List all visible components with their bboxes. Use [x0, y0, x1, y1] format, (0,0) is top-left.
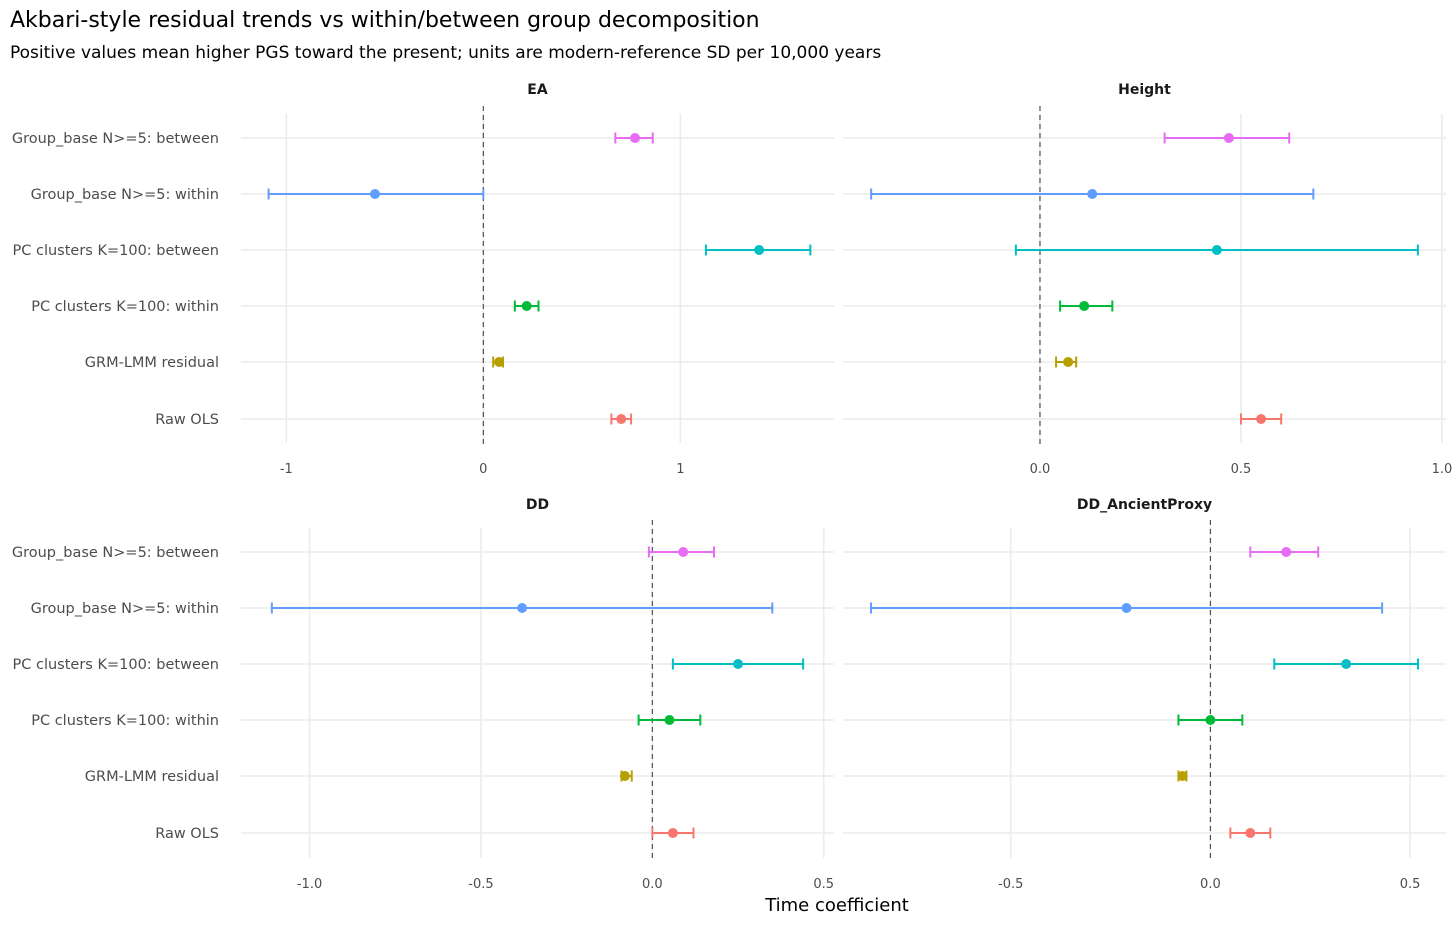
estimate-point — [630, 133, 641, 143]
series-pc-clusters-k-100-within — [513, 300, 540, 312]
series-group-base-n-5-within — [869, 602, 1384, 614]
y-tick-label: PC clusters K=100: within — [31, 299, 219, 315]
series-group-base-n-5-within — [870, 188, 1315, 200]
y-tick-label: Group_base N>=5: between — [12, 131, 219, 147]
series-group-base-n-5-between — [647, 546, 716, 558]
series-group-base-n-5-between — [1249, 546, 1320, 558]
y-tick-label: Group_base N>=5: within — [31, 601, 219, 617]
estimate-point — [1063, 357, 1074, 367]
estimate-point — [1079, 301, 1090, 311]
chart-title: Akbari-style residual trends vs within/b… — [10, 8, 760, 33]
estimate-point — [1177, 771, 1188, 781]
estimate-point — [733, 659, 744, 669]
y-tick-label: PC clusters K=100: between — [13, 657, 219, 673]
x-tick-label: 0.5 — [1400, 877, 1421, 892]
y-tick-label: GRM-LMM residual — [85, 355, 219, 371]
panel-title: DD_AncientProxy — [1077, 497, 1212, 513]
series-raw-ols — [1229, 827, 1272, 839]
series-grm-lmm-residual — [492, 356, 505, 368]
estimate-point — [616, 414, 627, 424]
y-tick-label: GRM-LMM residual — [85, 769, 219, 785]
estimate-point — [1341, 659, 1352, 669]
panel-dd-ancientproxy: DD_AncientProxy -0.5 0.0 0.5 — [843, 497, 1446, 892]
panel-title: EA — [527, 82, 548, 98]
y-tick-label: Group_base N>=5: between — [12, 545, 219, 561]
estimate-point — [1223, 133, 1234, 143]
y-tick-label: Raw OLS — [155, 412, 219, 428]
series-grm-lmm-residual — [619, 770, 633, 782]
y-tick-label: PC clusters K=100: between — [13, 243, 219, 259]
estimate-point — [1087, 189, 1098, 199]
x-axis-label: Time coefficient — [764, 895, 909, 916]
series-raw-ols — [651, 827, 695, 839]
series-group-base-n-5-between — [614, 132, 654, 144]
estimate-point — [754, 245, 765, 255]
panel-title: Height — [1118, 82, 1171, 98]
y-tick-label: Raw OLS — [155, 826, 219, 842]
y-tick-label: PC clusters K=100: within — [31, 713, 219, 729]
estimate-point — [494, 357, 505, 367]
estimate-point — [619, 771, 630, 781]
estimate-point — [678, 547, 689, 557]
x-tick-label: 0.0 — [1030, 462, 1051, 477]
y-tick-label: Group_base N>=5: within — [31, 187, 219, 203]
series-grm-lmm-residual — [1055, 356, 1078, 368]
series-pc-clusters-k-100-within — [1059, 300, 1114, 312]
series-pc-clusters-k-100-between — [704, 244, 812, 256]
estimate-point — [517, 603, 528, 613]
series-pc-clusters-k-100-between — [1273, 658, 1420, 670]
estimate-point — [369, 189, 380, 199]
x-tick-label: 0 — [479, 462, 487, 477]
x-tick-label: -1.0 — [297, 877, 322, 892]
x-tick-label: 1.0 — [1432, 462, 1453, 477]
estimate-point — [1211, 245, 1222, 255]
series-grm-lmm-residual — [1177, 770, 1188, 782]
chart-subtitle: Positive values mean higher PGS toward t… — [10, 43, 881, 63]
series-pc-clusters-k-100-within — [1177, 714, 1244, 726]
x-tick-label: -0.5 — [468, 877, 493, 892]
x-tick-label: -0.5 — [998, 877, 1023, 892]
x-tick-label: 0.0 — [1200, 877, 1221, 892]
x-tick-label: 0.5 — [813, 877, 834, 892]
estimate-point — [1256, 414, 1267, 424]
series-group-base-n-5-between — [1163, 132, 1291, 144]
series-group-base-n-5-within — [270, 602, 774, 614]
x-tick-label: 1 — [676, 462, 684, 477]
panel-dd: DD -1.0 -0.5 0.0 0.5 Group_base N>=5: between… — [12, 497, 834, 892]
estimate-point — [1281, 547, 1292, 557]
series-group-base-n-5-within — [267, 188, 485, 200]
series-pc-clusters-k-100-between — [1014, 244, 1419, 256]
panel-title: DD — [526, 497, 549, 513]
estimate-point — [1205, 715, 1216, 725]
x-tick-label: 0.5 — [1231, 462, 1252, 477]
panel-height: Height 0.0 0.5 1.0 — [843, 82, 1452, 477]
estimate-point — [1121, 603, 1132, 613]
estimate-point — [664, 715, 675, 725]
series-pc-clusters-k-100-within — [637, 714, 702, 726]
estimate-point — [1245, 828, 1256, 838]
panel-ea: EA -1 0 1 Group_base N>=5: between Group_base… — [12, 82, 834, 477]
x-tick-label: -1 — [280, 462, 293, 477]
series-raw-ols — [610, 413, 633, 425]
facet-panels: EA -1 0 1 Group_base N>=5: between Group_base… — [12, 82, 1452, 892]
series-raw-ols — [1239, 413, 1283, 425]
series-pc-clusters-k-100-between — [671, 658, 805, 670]
x-tick-label: 0.0 — [642, 877, 663, 892]
estimate-point — [521, 301, 532, 311]
estimate-point — [667, 828, 678, 838]
